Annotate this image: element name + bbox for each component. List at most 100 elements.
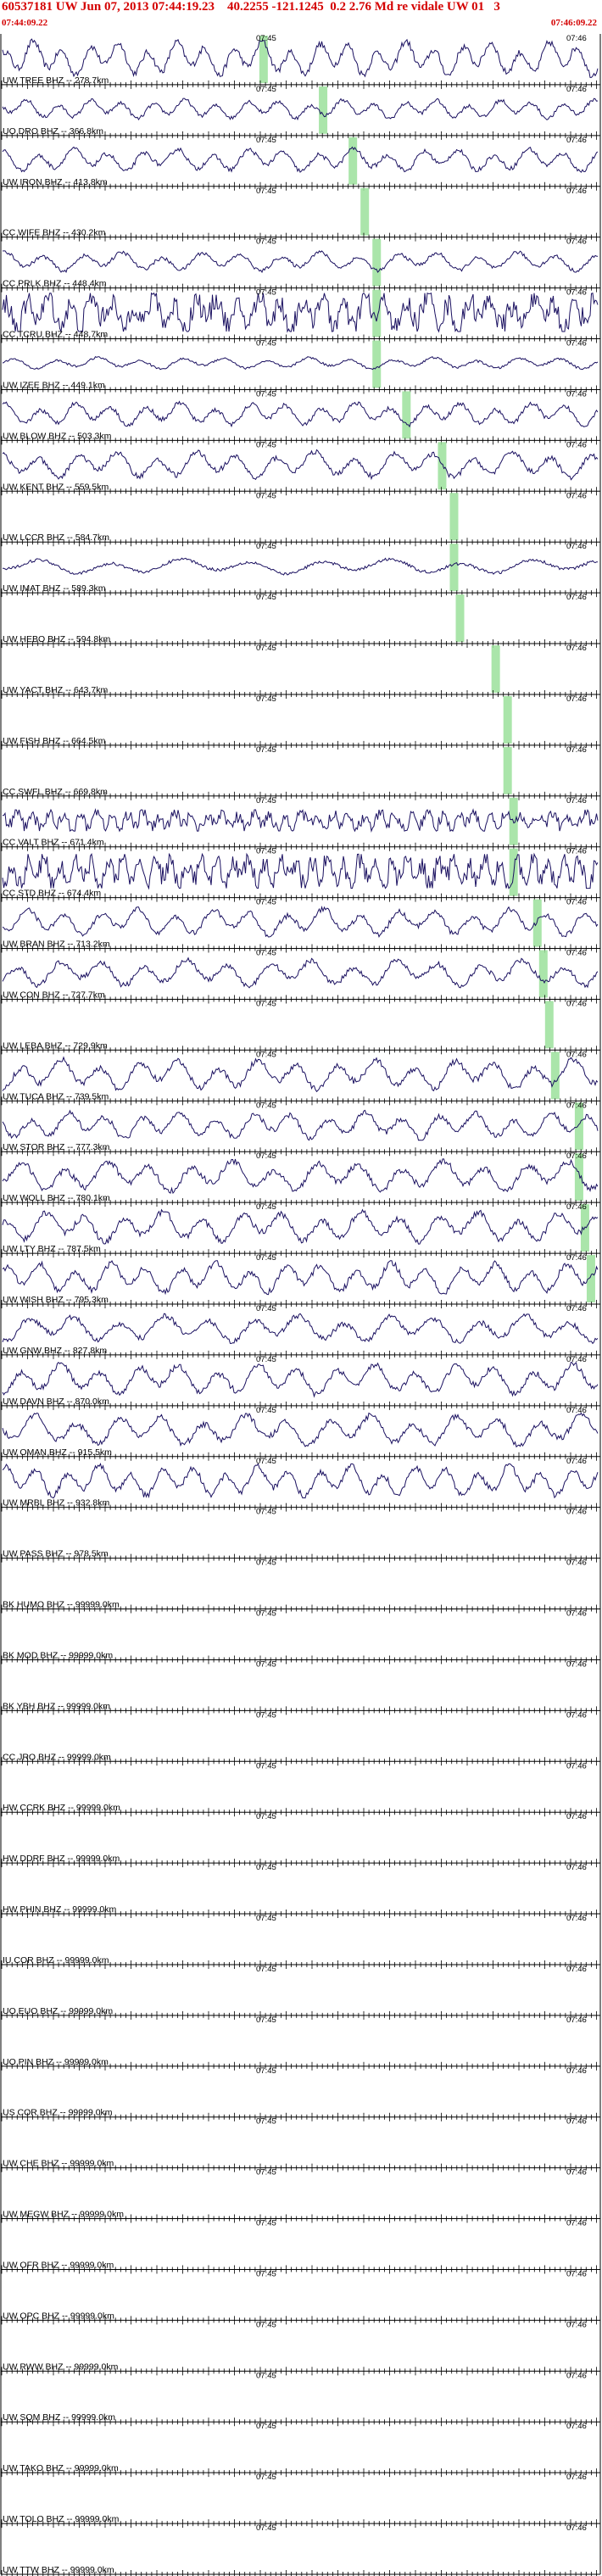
trace-panel: 07:45 07:46 UW YACT BHZ -- 643.7km — [1, 644, 600, 699]
minute-tick-label: 07:45 — [256, 1253, 276, 1263]
time-axis-ticks — [1, 538, 597, 547]
trace-panel: 07:45 07:46 IU COR BHZ -- 99999.0km — [1, 1914, 600, 1969]
station-label: UW WOLL BHZ -- 780.1km — [3, 1193, 110, 1203]
trace-panel: 07:45 07:46 UW RWW BHZ -- 99999.0km — [1, 2320, 600, 2376]
time-axis-ticks — [1, 1452, 597, 1461]
minute-tick-label: 07:46 — [566, 187, 587, 196]
minute-tick-label: 07:45 — [256, 2422, 276, 2431]
trace-panel: 07:45 07:46 CC STD BHZ -- 674.4km — [1, 847, 600, 902]
station-label: UW RWW BHZ -- 99999.0km — [3, 2361, 119, 2372]
minute-tick-label: 07:46 — [566, 440, 587, 449]
arrival-pick-marker — [259, 36, 268, 83]
station-label: UW BLOW BHZ -- 503.3km — [3, 431, 112, 441]
station-label: UW TAKO BHZ -- 99999.0km — [3, 2463, 119, 2473]
minute-tick-label: 07:45 — [256, 1101, 276, 1110]
time-axis-ticks — [1, 791, 597, 800]
trace-panel: 07:45 07:46 UW IZEE BHZ -- 449.1km — [1, 339, 600, 394]
waveform-trace — [2, 808, 599, 834]
minute-tick-label: 07:45 — [256, 1202, 276, 1212]
minute-tick-label: 07:45 — [256, 440, 276, 449]
station-label: UW CHE BHZ -- 99999.0km — [3, 2159, 114, 2169]
trace-panel: 07:45 07:46 HW DDRF BHZ -- 99999.0km — [1, 1812, 600, 1868]
station-label: UW TTW BHZ -- 99999.0km — [3, 2565, 114, 2575]
station-label: HW CCRK BHZ -- 99999.0km — [3, 1803, 120, 1813]
minute-tick-label: 07:45 — [256, 2473, 276, 2482]
station-label: UW OPC BHZ -- 99999.0km — [3, 2311, 114, 2321]
time-axis-ticks — [1, 944, 597, 953]
arrival-pick-marker — [319, 86, 328, 134]
station-label: UW OMAN BHZ -- 915.5km — [3, 1447, 112, 1458]
waveform-trace — [2, 1412, 599, 1448]
minute-tick-label: 07:45 — [256, 339, 276, 348]
time-axis-ticks — [1, 1401, 597, 1410]
arrival-pick-marker — [491, 645, 500, 693]
station-label: UW IRON BHZ -- 413.8km — [3, 177, 108, 187]
arrival-pick-marker — [372, 289, 382, 337]
arrival-pick-marker — [586, 1255, 595, 1302]
minute-tick-label: 07:45 — [256, 389, 276, 399]
minute-tick-label: 07:45 — [256, 1050, 276, 1059]
station-label: CC WIFE BHZ -- 430.2km — [3, 228, 106, 238]
minute-tick-label: 07:46 — [566, 2168, 587, 2177]
trace-panel: 07:45 07:46 BK MOD BHZ -- 99999.0km — [1, 1609, 600, 1664]
minute-tick-label: 07:45 — [256, 999, 276, 1008]
event-title: 60537181 UW Jun 07, 2013 07:44:19.23 40.… — [2, 0, 500, 14]
arrival-pick-marker — [372, 238, 382, 287]
minute-tick-label: 07:46 — [566, 339, 587, 348]
time-axis-ticks — [1, 588, 597, 598]
minute-tick-label: 07:46 — [566, 1812, 587, 1821]
time-axis-ticks — [1, 2061, 597, 2071]
minute-tick-label: 07:46 — [566, 898, 587, 907]
trace-panel: 07:45 07:46 UW LTY BHZ -- 787.5km — [1, 1202, 600, 1258]
minute-tick-label: 07:46 — [566, 796, 587, 806]
minute-tick-label: 07:45 — [256, 1710, 276, 1720]
trace-panel: 07:45 07:46 UW KENT BHZ -- 559.5km — [1, 440, 600, 496]
minute-tick-label: 07:46 — [566, 847, 587, 856]
minute-tick-label: 07:46 — [566, 136, 587, 145]
waveform-trace — [2, 852, 599, 890]
trace-panel: 07:45 07:46 UW LEBA BHZ -- 729.9km — [1, 999, 600, 1055]
arrival-pick-marker — [402, 391, 411, 439]
waveform-trace — [3, 557, 598, 576]
waveform-trace — [2, 956, 599, 989]
trace-panel: 07:45 07:46 UW IMAT BHZ -- 589.3km — [1, 542, 600, 598]
time-axis-ticks — [1, 2265, 597, 2274]
waveform-trace — [2, 98, 599, 121]
station-label: BK MOD BHZ -- 99999.0km — [3, 1650, 113, 1660]
trace-panel: 07:45 07:46 UW TREE BHZ -- 278.7km — [1, 34, 600, 89]
trace-panel: 07:45 07:46 UW GNW BHZ -- 827.8km — [1, 1304, 600, 1359]
minute-tick-label: 07:45 — [256, 1761, 276, 1770]
waveform-trace — [2, 1313, 599, 1345]
station-label: UO EUO BHZ -- 99999.0km — [3, 2006, 113, 2016]
time-axis-ticks — [1, 1859, 597, 1868]
station-label: UW CON BHZ -- 727.7km — [3, 990, 105, 1000]
trace-panel: 07:45 07:46 UW TTW BHZ -- 99999.0km — [1, 2523, 600, 2576]
arrival-pick-marker — [574, 1102, 583, 1151]
minute-tick-label: 07:46 — [566, 1406, 587, 1415]
time-axis-ticks — [1, 2417, 597, 2427]
time-axis-ticks — [1, 2316, 597, 2325]
waveform-trace — [2, 356, 599, 371]
start-time-label: 07:44:09.22 — [2, 18, 48, 28]
arrival-pick-marker — [538, 950, 548, 998]
time-axis-ticks — [1, 893, 597, 902]
minute-tick-label: 07:46 — [566, 2016, 587, 2025]
trace-panel: 07:45 07:46 US COR BHZ -- 99999.0km — [1, 2066, 600, 2122]
station-label: IU COR BHZ -- 99999.0km — [3, 1955, 109, 1965]
minute-tick-label: 07:45 — [256, 542, 276, 551]
waveform-trace — [2, 905, 599, 938]
station-label: CC PRLK BHZ -- 448.4km — [3, 279, 107, 289]
station-label: UW GNW BHZ -- 827.8km — [3, 1346, 107, 1356]
time-axis-ticks — [1, 1960, 597, 1969]
minute-tick-label: 07:46 — [566, 999, 587, 1008]
trace-panel: 07:45 07:46 UW SQM BHZ -- 99999.0km — [1, 2371, 600, 2427]
trace-panel: 07:45 07:46 CC PRLK BHZ -- 448.4km — [1, 237, 600, 293]
minute-tick-label: 07:45 — [256, 187, 276, 196]
time-axis-ticks — [1, 334, 597, 343]
arrival-pick-marker — [574, 1153, 583, 1202]
station-label: UW MRBL BHZ -- 932.8km — [3, 1498, 109, 1508]
station-label: HW DDRF BHZ -- 99999.0km — [3, 1854, 120, 1864]
arrival-pick-marker — [449, 544, 459, 592]
minute-tick-label: 07:46 — [566, 1863, 587, 1872]
time-axis-ticks — [1, 1147, 597, 1157]
